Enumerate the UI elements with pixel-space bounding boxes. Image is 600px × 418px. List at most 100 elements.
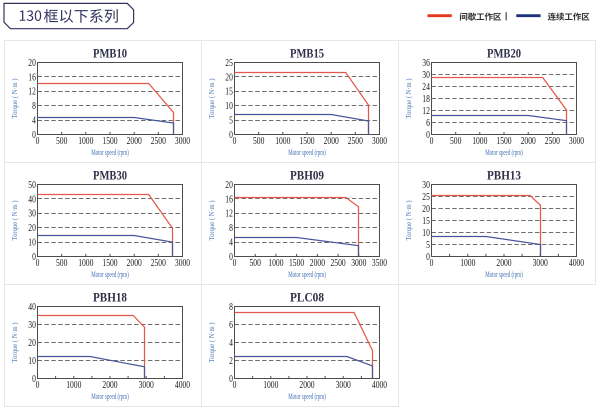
svg-text:5: 5 (426, 240, 430, 251)
svg-text:0: 0 (36, 136, 40, 147)
svg-text:40: 40 (28, 194, 36, 205)
svg-text:Torque ( N·m ): Torque ( N·m ) (405, 78, 413, 119)
svg-text:6: 6 (426, 118, 430, 129)
svg-text:36: 36 (422, 58, 430, 69)
svg-text:Torque ( N·m ): Torque ( N·m ) (11, 322, 19, 363)
svg-text:24: 24 (422, 82, 430, 93)
svg-text:2500: 2500 (151, 258, 166, 269)
svg-text:1500: 1500 (102, 258, 117, 269)
svg-text:20: 20 (28, 223, 36, 234)
svg-text:0: 0 (229, 130, 233, 141)
svg-text:0: 0 (32, 130, 36, 141)
svg-text:500: 500 (56, 258, 67, 269)
svg-text:0: 0 (430, 136, 434, 147)
svg-text:PMB30: PMB30 (93, 169, 127, 183)
svg-text:1500: 1500 (102, 136, 117, 147)
svg-text:Motor speed (rpm): Motor speed (rpm) (91, 270, 129, 279)
svg-text:1500: 1500 (299, 136, 314, 147)
svg-text:PBH09: PBH09 (290, 169, 324, 183)
svg-text:8: 8 (229, 223, 233, 234)
svg-text:30: 30 (422, 180, 430, 191)
svg-text:30: 30 (28, 209, 36, 220)
svg-text:3000: 3000 (139, 380, 154, 391)
svg-text:3000: 3000 (336, 380, 351, 391)
svg-text:Motor speed (rpm): Motor speed (rpm) (91, 392, 129, 401)
svg-text:20: 20 (28, 338, 36, 349)
svg-text:4000: 4000 (569, 258, 584, 269)
svg-text:0: 0 (229, 252, 233, 263)
svg-text:4: 4 (229, 338, 233, 349)
svg-text:0: 0 (233, 380, 237, 391)
svg-text:5: 5 (229, 116, 233, 127)
svg-text:Motor speed (rpm): Motor speed (rpm) (288, 270, 326, 279)
svg-text:30: 30 (28, 320, 36, 331)
svg-text:2000: 2000 (521, 136, 536, 147)
svg-text:20: 20 (225, 180, 233, 191)
svg-text:2000: 2000 (299, 380, 314, 391)
svg-text:2500: 2500 (348, 136, 363, 147)
svg-text:PBH13: PBH13 (487, 169, 521, 183)
svg-text:500: 500 (250, 258, 261, 269)
svg-text:Motor speed (rpm): Motor speed (rpm) (485, 270, 523, 279)
svg-text:Motor speed (rpm): Motor speed (rpm) (485, 148, 523, 157)
svg-text:Torque ( N·m ): Torque ( N·m ) (208, 322, 216, 363)
svg-text:1000: 1000 (472, 136, 487, 147)
svg-text:500: 500 (56, 136, 67, 147)
svg-text:Torque ( N·m ): Torque ( N·m ) (405, 200, 413, 241)
svg-text:PLC08: PLC08 (290, 291, 324, 305)
svg-text:8: 8 (229, 302, 233, 313)
svg-text:2000: 2000 (310, 258, 325, 269)
svg-text:1500: 1500 (289, 258, 304, 269)
svg-text:4: 4 (32, 116, 36, 127)
svg-text:25: 25 (225, 58, 233, 69)
svg-text:PMB20: PMB20 (487, 47, 521, 61)
svg-text:1000: 1000 (78, 136, 93, 147)
svg-text:12: 12 (225, 209, 233, 220)
svg-text:3000: 3000 (372, 136, 387, 147)
svg-text:0: 0 (229, 374, 233, 385)
svg-text:0: 0 (36, 380, 40, 391)
svg-text:Motor speed (rpm): Motor speed (rpm) (91, 148, 129, 157)
svg-text:0: 0 (430, 258, 434, 269)
svg-text:12: 12 (422, 106, 430, 117)
svg-text:4: 4 (229, 238, 233, 249)
svg-text:Torque ( N·m ): Torque ( N·m ) (11, 78, 19, 119)
svg-text:12: 12 (28, 87, 36, 98)
svg-text:2000: 2000 (102, 380, 117, 391)
svg-text:1000: 1000 (268, 258, 283, 269)
svg-text:2: 2 (229, 356, 233, 367)
svg-text:PMB15: PMB15 (290, 47, 324, 61)
svg-text:8: 8 (32, 101, 36, 112)
svg-text:0: 0 (233, 136, 237, 147)
svg-text:PBH18: PBH18 (93, 291, 127, 305)
svg-text:3000: 3000 (175, 136, 190, 147)
svg-text:0: 0 (426, 130, 430, 141)
svg-text:1000: 1000 (66, 380, 81, 391)
svg-text:10: 10 (28, 356, 36, 367)
svg-text:20: 20 (225, 72, 233, 83)
svg-text:3000: 3000 (351, 258, 366, 269)
svg-text:500: 500 (253, 136, 264, 147)
svg-text:Torque ( N·m ): Torque ( N·m ) (11, 200, 19, 241)
svg-text:30: 30 (422, 70, 430, 81)
svg-text:4000: 4000 (372, 380, 387, 391)
svg-text:Motor speed (rpm): Motor speed (rpm) (288, 392, 326, 401)
svg-text:40: 40 (28, 302, 36, 313)
svg-text:10: 10 (28, 238, 36, 249)
svg-text:500: 500 (450, 136, 461, 147)
svg-text:50: 50 (28, 180, 36, 191)
svg-text:1000: 1000 (460, 258, 475, 269)
svg-text:2500: 2500 (151, 136, 166, 147)
svg-text:1000: 1000 (263, 380, 278, 391)
svg-text:PMB10: PMB10 (93, 47, 127, 61)
svg-text:1000: 1000 (275, 136, 290, 147)
svg-text:16: 16 (28, 72, 36, 83)
svg-text:3000: 3000 (533, 258, 548, 269)
svg-text:2000: 2000 (324, 136, 339, 147)
svg-text:2000: 2000 (127, 136, 142, 147)
svg-text:Torque ( N·m ): Torque ( N·m ) (208, 78, 216, 119)
svg-text:10: 10 (422, 228, 430, 239)
svg-text:10: 10 (225, 101, 233, 112)
svg-text:18: 18 (422, 94, 430, 105)
svg-text:0: 0 (36, 258, 40, 269)
